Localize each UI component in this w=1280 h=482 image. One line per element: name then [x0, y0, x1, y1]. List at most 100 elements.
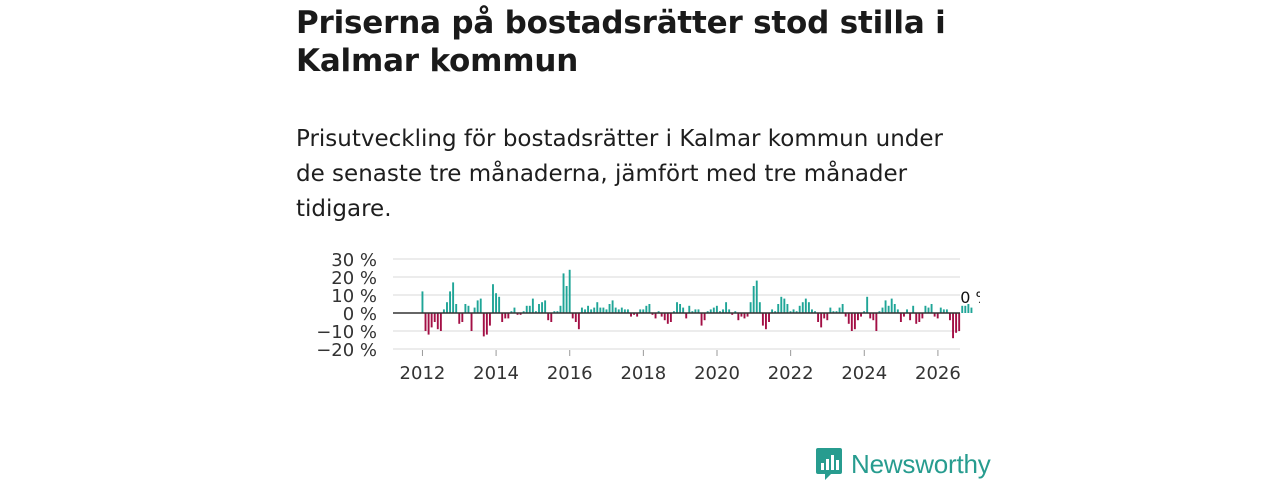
- bar: [504, 313, 507, 319]
- bar: [467, 305, 470, 313]
- bar: [786, 304, 789, 313]
- newsworthy-brand[interactable]: Newsworthy: [815, 446, 991, 482]
- bar: [534, 311, 537, 313]
- bar: [562, 273, 565, 313]
- bar: [492, 284, 494, 313]
- bar: [863, 311, 866, 313]
- bar: [712, 307, 715, 313]
- bar: [571, 313, 574, 319]
- x-tick-label: 2026: [915, 363, 961, 384]
- bar: [685, 313, 688, 319]
- bar: [906, 309, 908, 313]
- bar: [715, 305, 718, 313]
- bar: [936, 313, 939, 319]
- bar: [952, 313, 954, 339]
- bar: [832, 311, 835, 313]
- bar: [645, 305, 648, 313]
- bar: [599, 307, 602, 313]
- bar: [912, 305, 915, 313]
- bar: [792, 309, 795, 313]
- bar: [955, 313, 958, 333]
- bar: [783, 298, 786, 313]
- bar: [826, 313, 829, 321]
- bar: [869, 313, 872, 319]
- bar: [835, 311, 838, 313]
- bar: [795, 311, 798, 313]
- bar: [568, 269, 571, 313]
- bar: [817, 313, 820, 322]
- bar: [893, 304, 896, 313]
- x-tick-label: 2018: [620, 363, 666, 384]
- bar: [421, 291, 424, 313]
- bar: [663, 313, 666, 321]
- bar: [749, 302, 752, 313]
- bar: [516, 313, 519, 315]
- bar: [620, 307, 623, 313]
- bar: [452, 282, 455, 313]
- bar: [507, 313, 510, 319]
- y-tick-label: 0 %: [343, 304, 377, 325]
- bar: [930, 304, 933, 313]
- x-tick-label: 2020: [694, 363, 740, 384]
- bar: [875, 313, 878, 331]
- bar: [857, 313, 859, 321]
- bar: [626, 309, 629, 313]
- bar: [768, 313, 770, 322]
- bar: [522, 311, 525, 313]
- bar: [872, 313, 875, 321]
- bar: [903, 313, 905, 317]
- bar: [841, 304, 844, 313]
- bar: [765, 313, 767, 330]
- bar: [679, 304, 682, 313]
- bar: [498, 296, 501, 313]
- bar: [734, 311, 737, 313]
- bar: [657, 311, 660, 313]
- x-tick-label: 2022: [768, 363, 814, 384]
- bar: [884, 300, 887, 313]
- bar: [617, 309, 620, 313]
- bar: [593, 307, 596, 313]
- bar: [771, 309, 774, 313]
- x-axis-ticks: 2012 2014 2016 2018 2020 2022 2024 2026: [400, 350, 961, 384]
- bar: [605, 309, 608, 313]
- bar: [666, 313, 669, 324]
- y-axis-ticks: 30 %20 %10 %0 %−10 %−20 %: [316, 250, 377, 361]
- bar: [461, 313, 464, 322]
- bar: [544, 300, 547, 313]
- latest-value-annotation: 0 %: [960, 288, 980, 307]
- bar: [470, 313, 473, 331]
- bar: [881, 307, 884, 313]
- bar: [924, 305, 927, 313]
- bar: [758, 302, 761, 313]
- bar: [740, 313, 743, 317]
- bar: [703, 313, 706, 321]
- bar: [648, 304, 651, 313]
- bar: [455, 304, 458, 313]
- bar: [424, 313, 427, 331]
- bar: [559, 305, 562, 313]
- chart-title: Priserna på bostadsrätter stod stilla i …: [296, 5, 946, 79]
- bar: [915, 313, 918, 324]
- bar: [918, 313, 921, 322]
- bar: [961, 305, 964, 313]
- bar: [896, 309, 899, 313]
- bar: [927, 307, 930, 313]
- bar: [672, 311, 675, 313]
- bar: [728, 309, 731, 313]
- bar: [688, 305, 691, 313]
- bar: [577, 313, 580, 330]
- bar: [964, 305, 967, 313]
- bar-series: [421, 269, 973, 339]
- bar: [433, 313, 436, 322]
- bar: [691, 311, 694, 313]
- bar: [636, 313, 639, 317]
- bar: [829, 307, 832, 313]
- bar: [958, 313, 961, 331]
- bar: [949, 313, 951, 321]
- bar: [574, 313, 577, 322]
- bar: [538, 304, 540, 313]
- bar: [642, 309, 645, 313]
- bar: [777, 304, 780, 313]
- bar: [700, 313, 703, 326]
- bar: [590, 309, 593, 313]
